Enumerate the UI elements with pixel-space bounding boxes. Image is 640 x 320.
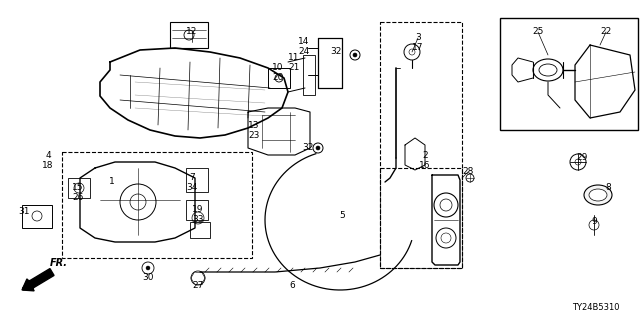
Bar [186,168,208,192]
Bar [68,178,90,198]
Bar [22,205,52,228]
Text: 6: 6 [289,281,295,290]
Text: 24: 24 [298,47,310,57]
Bar [62,152,252,258]
Bar [380,22,462,268]
Bar [500,18,638,130]
Text: 31: 31 [19,207,29,217]
Text: 11: 11 [288,53,300,62]
Text: 29: 29 [576,154,588,163]
Text: 13: 13 [248,121,260,130]
Text: 3: 3 [415,34,421,43]
Bar [190,222,210,238]
Text: 28: 28 [462,167,474,177]
Text: 33: 33 [192,215,204,225]
Ellipse shape [589,189,607,201]
Text: 15: 15 [72,183,84,193]
Text: 27: 27 [192,281,204,290]
Text: FR.: FR. [50,258,68,268]
Text: 8: 8 [605,183,611,193]
Bar [268,68,290,88]
Text: 21: 21 [288,63,300,73]
Text: 34: 34 [186,183,198,193]
Text: 14: 14 [298,37,310,46]
Text: 19: 19 [192,205,204,214]
Text: 30: 30 [142,274,154,283]
Circle shape [316,146,320,150]
Text: 18: 18 [42,161,54,170]
Text: 5: 5 [339,211,345,220]
Circle shape [353,53,357,57]
Text: 22: 22 [600,28,612,36]
Ellipse shape [584,185,612,205]
Text: 9: 9 [591,218,597,227]
Circle shape [146,266,150,270]
Bar [303,55,315,95]
Bar [170,22,208,48]
Text: 10: 10 [272,63,284,73]
Text: TY24B5310: TY24B5310 [573,303,620,312]
Text: 7: 7 [189,173,195,182]
FancyArrow shape [22,268,54,291]
Text: 4: 4 [45,150,51,159]
Text: 32: 32 [302,143,314,153]
Text: 16: 16 [419,161,431,170]
Ellipse shape [533,59,563,81]
Text: 23: 23 [248,131,260,140]
Text: 32: 32 [330,47,342,57]
Text: 26: 26 [72,194,84,203]
Text: 12: 12 [186,28,198,36]
Ellipse shape [539,64,557,76]
Text: 25: 25 [532,28,544,36]
Bar [186,200,208,220]
Text: 2: 2 [422,150,428,159]
Text: 17: 17 [412,44,424,52]
Text: 20: 20 [272,74,284,83]
Bar [380,168,462,268]
Text: 1: 1 [109,178,115,187]
